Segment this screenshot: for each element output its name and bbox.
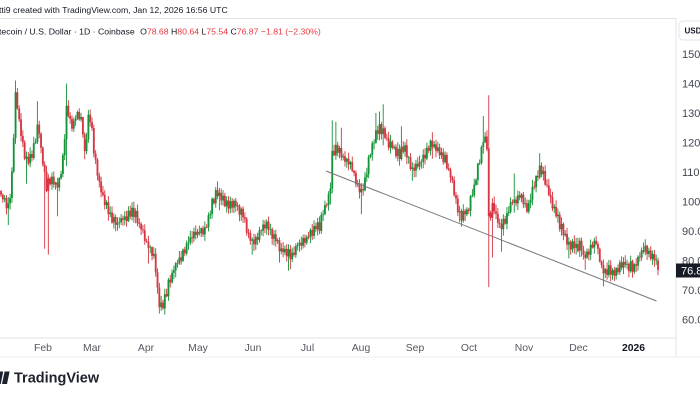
- svg-text:150.0: 150.0: [682, 49, 700, 61]
- svg-text:Feb: Feb: [34, 343, 52, 354]
- svg-text:Apr: Apr: [138, 343, 155, 354]
- svg-text:60.00: 60.00: [682, 314, 700, 326]
- svg-text:tecoin / U.S. Dollar · 1D · Co: tecoin / U.S. Dollar · 1D · Coinbase O78…: [0, 27, 321, 37]
- svg-text:70.00: 70.00: [682, 285, 700, 297]
- svg-text:USD: USD: [685, 27, 700, 36]
- svg-text:140.0: 140.0: [682, 78, 700, 90]
- svg-text:Jul: Jul: [301, 343, 314, 354]
- svg-text:Dec: Dec: [569, 343, 587, 354]
- svg-text:Mar: Mar: [83, 343, 101, 354]
- svg-text:tti9 created with TradingView.: tti9 created with TradingView.com, Jan 1…: [0, 5, 228, 15]
- svg-text:100.0: 100.0: [682, 196, 700, 208]
- svg-text:Aug: Aug: [352, 343, 371, 354]
- svg-text:TradingView: TradingView: [14, 371, 100, 387]
- svg-text:120.0: 120.0: [682, 137, 700, 149]
- svg-text:Jun: Jun: [245, 343, 262, 354]
- svg-text:2026: 2026: [622, 343, 645, 354]
- svg-text:Oct: Oct: [461, 343, 477, 354]
- svg-text:90.00: 90.00: [682, 226, 700, 238]
- svg-text:Nov: Nov: [515, 343, 534, 354]
- svg-text:Sep: Sep: [406, 343, 425, 354]
- svg-text:130.0: 130.0: [682, 108, 700, 120]
- svg-text:76.87: 76.87: [681, 266, 700, 278]
- svg-text:May: May: [188, 343, 208, 354]
- svg-text:110.0: 110.0: [682, 167, 700, 179]
